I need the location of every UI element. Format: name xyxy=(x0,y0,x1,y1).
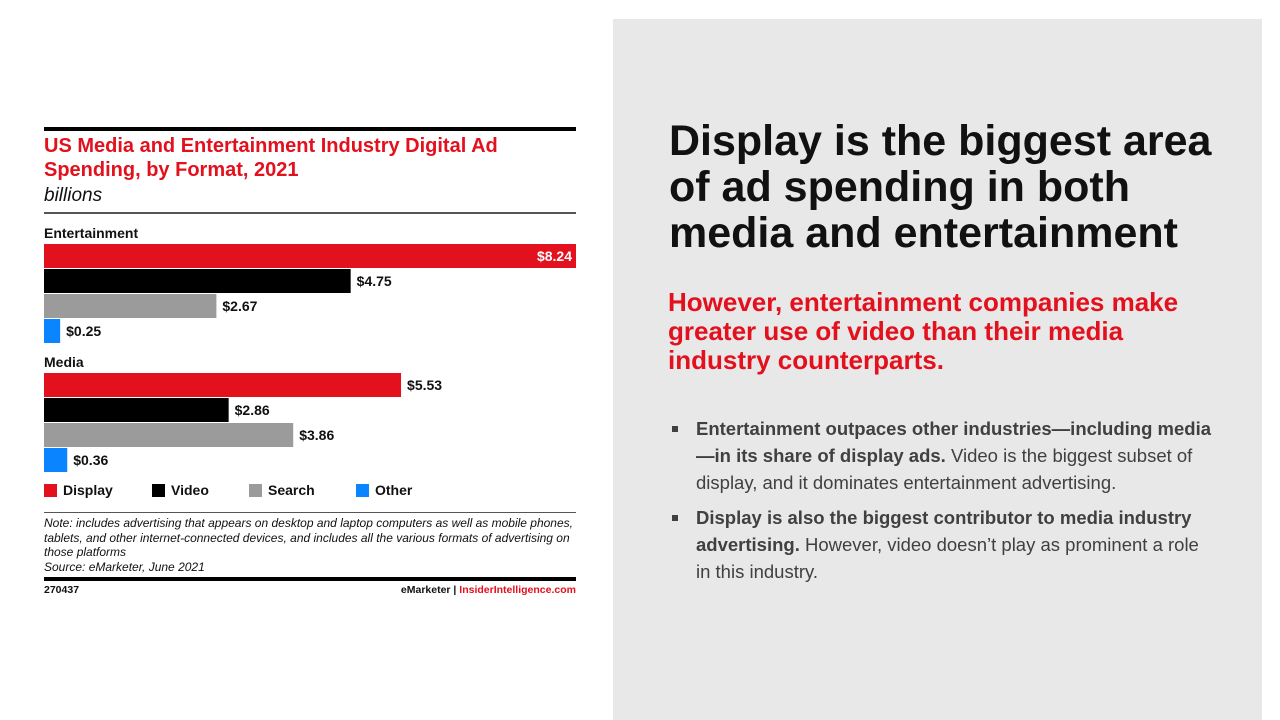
chart-title: US Media and Entertainment Industry Digi… xyxy=(44,135,498,181)
data-label-entertainment-video: $4.75 xyxy=(357,273,392,289)
bullet-bold: Entertainment outpaces other industries—… xyxy=(696,418,1211,466)
bullet-bold: Display is also the biggest contributor … xyxy=(696,507,1192,555)
legend-label: Display xyxy=(63,482,113,498)
data-label-entertainment-search: $2.67 xyxy=(222,298,257,314)
legend-item-other: Other xyxy=(356,482,436,498)
chart-note: Note: includes advertising that appears … xyxy=(44,516,576,574)
chart-bottom-rule xyxy=(44,577,576,581)
square-bullet-icon xyxy=(672,515,678,521)
brand-footer: eMarketer | InsiderIntelligence.com xyxy=(401,584,576,596)
data-label-media-display: $5.53 xyxy=(407,377,442,393)
data-label-entertainment-other: $0.25 xyxy=(66,323,101,339)
data-label-media-other: $0.36 xyxy=(73,452,108,468)
bullet-text: However, video doesn’t play as prominent… xyxy=(696,534,1199,582)
bar-plot: $8.24 $4.75 $2.67 $0.25 $5.53 $2.86 $3.86 $0.36 xyxy=(44,244,576,472)
legend-label: Video xyxy=(171,482,209,498)
bar-media-video xyxy=(44,398,229,422)
bullet-item: Display is also the biggest contributor … xyxy=(672,504,1212,585)
legend-item-video: Video xyxy=(152,482,249,498)
data-label-media-video: $2.86 xyxy=(235,402,270,418)
note-rule xyxy=(44,512,576,513)
legend-item-display: Display xyxy=(44,482,152,498)
legend-swatch xyxy=(249,483,262,497)
right-panel xyxy=(613,19,1262,720)
legend-item-search: Search xyxy=(249,482,356,498)
bullet-list: Entertainment outpaces other industries—… xyxy=(672,415,1212,593)
data-label-media-search: $3.86 xyxy=(299,427,334,443)
note-text: Note: includes advertising that appears … xyxy=(44,516,573,560)
brand-insider-intelligence[interactable]: InsiderIntelligence.com xyxy=(459,584,576,596)
group-label-media: Media xyxy=(44,354,84,370)
group-label-entertainment: Entertainment xyxy=(44,225,139,241)
square-bullet-icon xyxy=(672,426,678,432)
bar-entertainment-display xyxy=(44,244,576,268)
slide-subheadline: However, entertainment companies make gr… xyxy=(668,287,1179,375)
chart-top-rule xyxy=(44,127,576,131)
bar-entertainment-search xyxy=(44,294,217,318)
chart-subtitle: billions xyxy=(44,185,103,206)
brand-separator: | xyxy=(450,584,460,596)
bar-entertainment-video xyxy=(44,269,351,293)
source-text: Source: eMarketer, June 2021 xyxy=(44,559,205,574)
legend: Display Video Search Other xyxy=(44,482,436,498)
bar-media-display xyxy=(44,373,402,397)
bar-media-search xyxy=(44,423,294,447)
chart-subtitle-rule xyxy=(44,212,576,214)
legend-label: Other xyxy=(375,482,413,498)
bullet-text: Video is the biggest subset of display, … xyxy=(696,445,1193,493)
brand-emarketer: eMarketer xyxy=(400,584,451,596)
slide-headline: Display is the biggest area of ad spendi… xyxy=(669,117,1212,257)
legend-swatch xyxy=(152,483,165,497)
bullet-item: Entertainment outpaces other industries—… xyxy=(672,415,1212,496)
legend-swatch xyxy=(356,483,369,497)
bar-entertainment-other xyxy=(44,319,61,343)
legend-label: Search xyxy=(268,482,315,498)
chart-id: 270437 xyxy=(44,584,80,596)
bar-media-other xyxy=(44,448,68,472)
data-label-entertainment-display: $8.24 xyxy=(537,248,572,264)
legend-swatch xyxy=(44,483,57,497)
